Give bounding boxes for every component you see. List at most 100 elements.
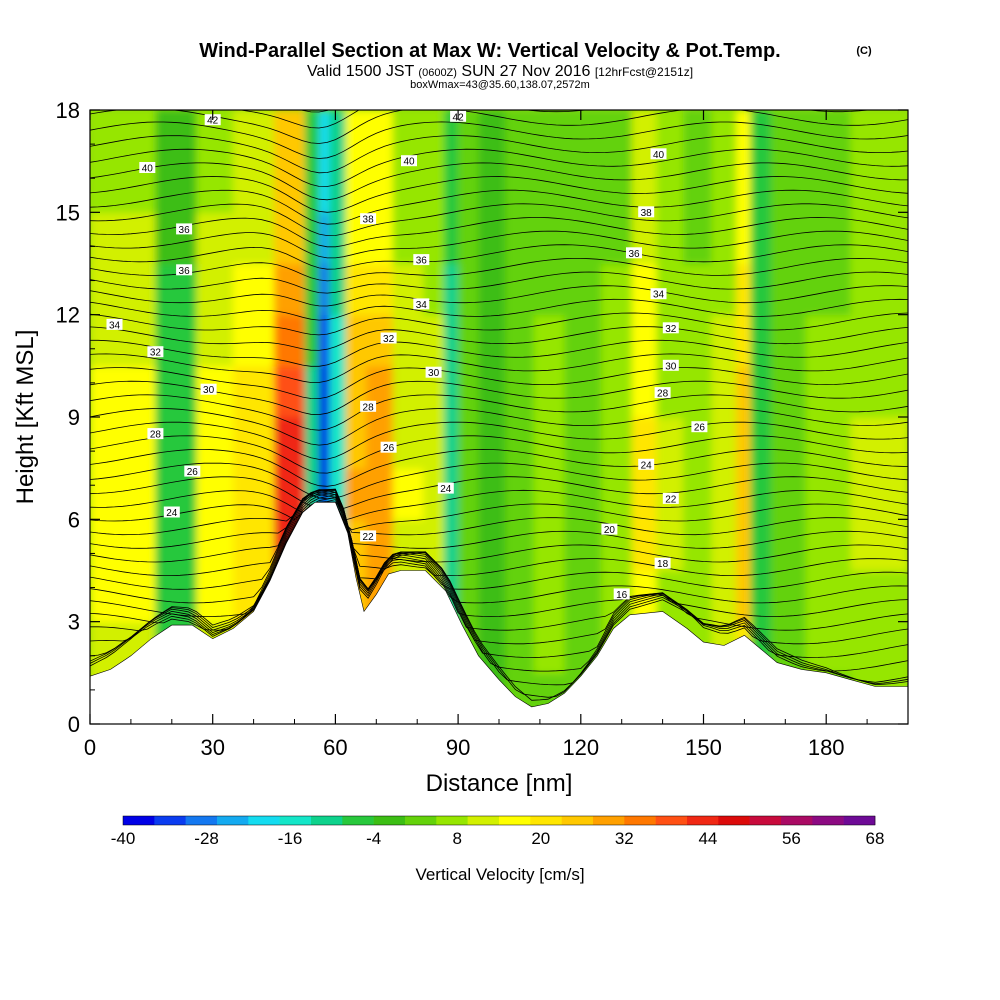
valid-time-line: Valid 1500 JST (0600Z) SUN 27 Nov 2016 [… (307, 63, 693, 80)
y-tick-label: 12 (56, 303, 80, 328)
theta-contour-line (90, 110, 908, 144)
w-cell (443, 468, 459, 520)
w-cell (274, 314, 306, 367)
theta-contour-line (90, 476, 908, 509)
contour-label: 40 (401, 155, 417, 168)
theta-contour-line (90, 367, 908, 400)
w-cell (683, 468, 713, 520)
w-cell (233, 365, 275, 418)
w-cell (478, 417, 506, 469)
w-cell (771, 263, 807, 316)
theta-contour-line (90, 312, 908, 336)
theta-contour-line (90, 408, 908, 446)
w-cell (533, 570, 566, 623)
w-cell (478, 570, 506, 623)
w-cell (771, 314, 807, 367)
w-cell (155, 161, 197, 213)
w-cell (458, 365, 480, 418)
w-cell (478, 365, 506, 418)
w-cell (319, 314, 330, 367)
contour-label: 24 (638, 458, 655, 471)
w-cell (533, 365, 566, 418)
theta-contour-line (90, 491, 908, 549)
theta-contour-line (90, 203, 908, 237)
plot-area: 16 18 20 22 22 24 24 24 26 26 26 28 28 28 30 30 30 32 32 32… (90, 110, 908, 724)
w-cell (533, 519, 566, 572)
svg-text:36: 36 (628, 249, 640, 260)
w-cell (533, 212, 566, 265)
w-cell (631, 161, 657, 213)
theta-contour-line (90, 489, 908, 577)
w-cell (319, 365, 330, 418)
colorbar-swatch (655, 816, 688, 825)
colorbar-frame (122, 815, 876, 826)
w-cell (423, 110, 445, 162)
theta-contour-line (90, 230, 908, 259)
theta-contour-line (90, 148, 908, 187)
theta-contour-line (90, 217, 908, 248)
w-cell (233, 468, 275, 520)
theta-contour-line (90, 285, 908, 307)
w-cell (601, 263, 633, 316)
theta-contour-line (90, 162, 908, 201)
w-cell (533, 314, 566, 367)
w-cell (771, 519, 807, 572)
theta-contour-line (90, 489, 908, 590)
w-cell (656, 161, 684, 213)
colorbar-tick-label: -16 (278, 829, 303, 848)
contour-label: 34 (106, 318, 123, 331)
contour-label: 38 (638, 206, 655, 219)
contour-label: 36 (176, 264, 193, 277)
y-tick-label: 18 (56, 98, 80, 123)
contour-label: 30 (200, 383, 217, 396)
colorbar-label: Vertical Velocity [cm/s] (415, 865, 584, 884)
theta-contour-line (90, 435, 908, 474)
colorbar-tick-label: 20 (531, 829, 550, 848)
theta-contour-line (90, 189, 908, 225)
w-cell (423, 365, 445, 418)
contour-label: 24 (437, 482, 454, 495)
colorbar-tick-label: 8 (452, 829, 461, 848)
svg-text:34: 34 (416, 300, 428, 311)
colorbar-swatch (499, 816, 531, 825)
w-cell (345, 110, 367, 162)
potential-temperature-contours (90, 110, 908, 701)
contour-label: 26 (691, 421, 708, 434)
colorbar-swatch (154, 816, 186, 825)
svg-text:42: 42 (207, 116, 219, 127)
theta-contour-line (90, 489, 908, 617)
w-cell (233, 263, 275, 316)
theta-contour-line (90, 271, 908, 294)
colorbar-swatch (311, 816, 343, 825)
w-cell (736, 212, 752, 265)
contour-label: 32 (380, 332, 397, 345)
y-tick-label: 0 (68, 712, 80, 737)
contour-label: 16 (613, 588, 630, 601)
colorbar-swatch (718, 816, 750, 825)
w-cell (319, 263, 330, 316)
w-cell (711, 570, 737, 623)
colorbar-swatch (436, 816, 468, 825)
svg-text:34: 34 (109, 320, 121, 331)
w-cell (458, 161, 480, 213)
w-cell (155, 212, 197, 265)
x-tick-label: 180 (808, 735, 845, 760)
svg-text:28: 28 (363, 402, 375, 413)
w-cell (90, 212, 156, 265)
colorbar-swatch (185, 816, 218, 825)
w-cell (196, 519, 234, 572)
w-cell (196, 263, 234, 316)
svg-text:32: 32 (150, 348, 162, 359)
w-cell (443, 519, 459, 572)
w-cell (392, 110, 424, 162)
svg-text:38: 38 (363, 215, 375, 226)
w-cell (345, 417, 367, 469)
svg-text:28: 28 (150, 430, 162, 441)
theta-contour-line (90, 490, 908, 563)
contour-label: 28 (147, 428, 164, 441)
w-cell (505, 519, 535, 572)
w-cell (564, 212, 602, 265)
w-cell (564, 365, 602, 418)
colorbar-swatch (749, 816, 782, 825)
theta-contour-line (90, 326, 908, 351)
